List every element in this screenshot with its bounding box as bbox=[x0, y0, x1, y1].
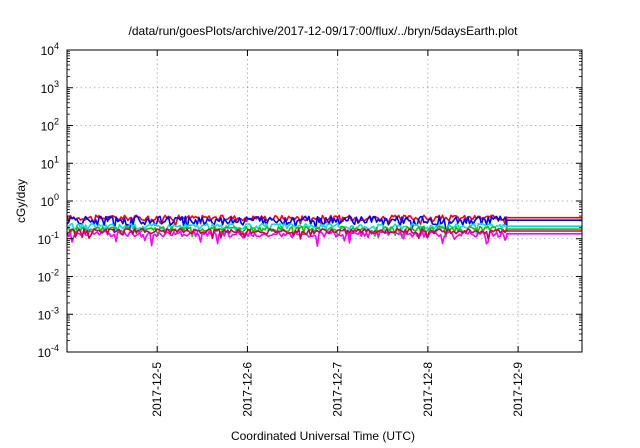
x-axis: 2017-12-5 2017-12-6 2017-12-7 2017-12-8 2017… bbox=[150, 50, 525, 417]
x-tick-label: 2017-12-6 bbox=[240, 362, 254, 417]
series-line-5 bbox=[66, 228, 582, 240]
y-tick-label: 100 bbox=[41, 192, 59, 209]
y-tick-label: 103 bbox=[41, 79, 59, 96]
series-lines bbox=[66, 214, 582, 247]
y-tick-label: 102 bbox=[41, 117, 59, 134]
x-axis-label: Coordinated Universal Time (UTC) bbox=[231, 429, 415, 443]
chart-title: /data/run/goesPlots/archive/2017-12-09/1… bbox=[129, 24, 519, 38]
y-tick-label: 10-3 bbox=[38, 305, 59, 322]
x-tick-label: 2017-12-8 bbox=[421, 362, 435, 417]
x-tick-label: 2017-12-7 bbox=[331, 362, 345, 417]
y-tick-label: 10-1 bbox=[38, 230, 59, 247]
x-tick-label: 2017-12-5 bbox=[150, 362, 164, 417]
y-axis: 10-4 10-3 10-2 10-1 100 101 102 103 104 bbox=[38, 41, 582, 360]
y-tick-label: 10-2 bbox=[38, 268, 59, 285]
grid bbox=[67, 50, 582, 352]
y-tick-label: 10-4 bbox=[38, 343, 59, 360]
y-tick-label: 104 bbox=[41, 41, 59, 58]
series-line-0 bbox=[66, 214, 582, 227]
x-tick-label: 2017-12-9 bbox=[511, 362, 525, 417]
series-line-1 bbox=[66, 215, 582, 232]
y-tick-label: 101 bbox=[41, 154, 59, 171]
y-axis-label: cGy/day bbox=[14, 179, 28, 223]
